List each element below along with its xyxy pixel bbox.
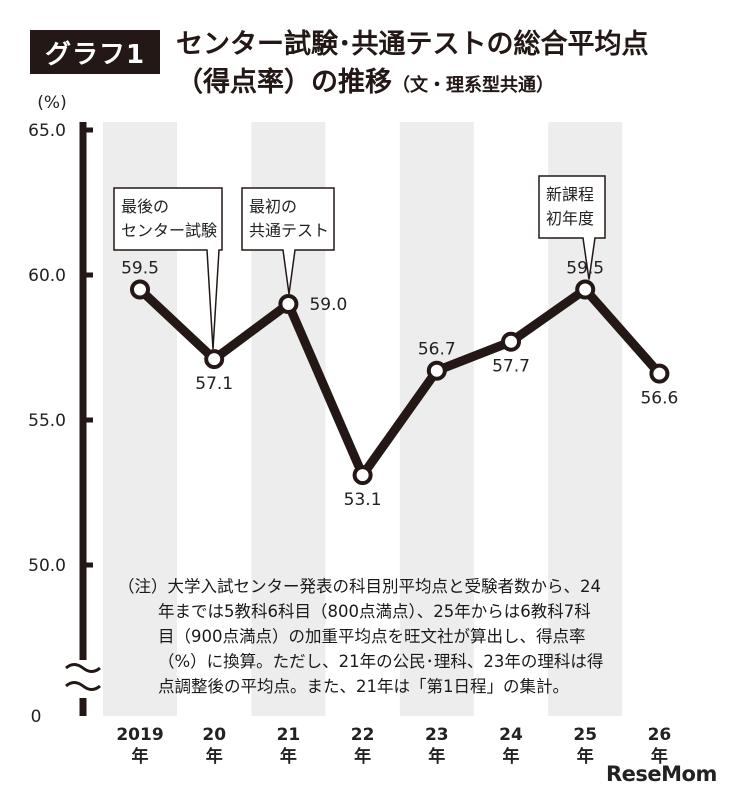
data-point — [426, 360, 447, 381]
note-line: （注）大学入試センター発表の科目別平均点と受験者数から、24 — [118, 577, 601, 596]
chart-title: センター試験･共通テストの総合平均点 （得点率）の推移（文・理系型共通） — [176, 26, 736, 105]
data-label: 59.5 — [566, 259, 604, 279]
x-tick-label-unit: 年 — [280, 746, 297, 767]
callout-box — [113, 187, 223, 350]
y-tick-label: 65.0 — [28, 121, 66, 141]
x-tick-label-year: 24 — [499, 725, 523, 745]
note-line: 年までは5教科6科目（800点満点）、25年からは6教科7科 — [158, 602, 591, 621]
x-tick-label-unit: 年 — [577, 746, 594, 767]
data-label: 53.1 — [344, 490, 382, 510]
callout-text: 新課程 — [546, 185, 594, 204]
y-tick-label: 55.0 — [28, 411, 66, 431]
data-point — [575, 279, 596, 300]
chart-title-line1: センター試験･共通テストの総合平均点 — [176, 29, 649, 60]
graph-number-badge: グラフ1 — [30, 30, 160, 74]
y-zero-label: 0 — [31, 707, 42, 727]
x-tick-label-unit: 年 — [428, 746, 445, 767]
data-label: 56.7 — [418, 340, 456, 360]
data-label: 57.7 — [492, 357, 530, 377]
axis-break-mark — [65, 681, 101, 691]
callout-text: 初年度 — [546, 209, 594, 228]
note-line: 目（900点満点）の加重平均点を旺文社が算出し、得点率 — [158, 627, 586, 646]
x-tick-label-unit: 年 — [651, 746, 668, 767]
note-line: 点調整後の平均点。また、21年は「第1日程」の集計。 — [158, 677, 569, 696]
category-band — [399, 122, 474, 716]
data-label: 56.6 — [640, 389, 678, 409]
callout-text: 最初の — [249, 197, 297, 216]
chart-title-line2-main: （得点率）の推移 — [176, 67, 392, 98]
y-axis-label: (%) — [37, 93, 66, 113]
callout-text: センター試験 — [121, 221, 217, 240]
data-point — [130, 279, 150, 300]
callout-text: 共通テスト — [249, 221, 329, 240]
data-point — [352, 465, 373, 486]
chart-note: （注）大学入試センター発表の科目別平均点と受験者数から、24 年までは5教科6科… — [118, 574, 678, 699]
note-line: （%）に換算。ただし、21年の公民･理科、23年の理科は得 — [158, 652, 604, 671]
x-tick-label-year: 21 — [277, 725, 301, 745]
x-tick-label-unit: 年 — [503, 746, 520, 767]
data-point — [649, 363, 670, 384]
y-tick-label: 50.0 — [28, 556, 66, 576]
callout-box — [538, 175, 606, 280]
data-point — [278, 294, 299, 314]
x-tick-label-year: 2019 — [116, 725, 163, 745]
chart-title-line2: （得点率）の推移（文・理系型共通） — [176, 64, 736, 105]
x-tick-label-year: 22 — [351, 725, 375, 745]
x-tick-label-unit: 年 — [132, 746, 149, 767]
axis-break-mark — [65, 663, 101, 673]
data-point — [204, 349, 225, 370]
data-label: 57.1 — [195, 374, 233, 394]
series-line — [135, 285, 664, 480]
data-point — [501, 331, 521, 352]
callout-text: 最後の — [121, 197, 169, 216]
x-tick-label-year: 20 — [202, 725, 226, 745]
x-tick-label-unit: 年 — [206, 746, 223, 767]
x-tick-label-year: 25 — [573, 725, 597, 745]
x-tick-label-year: 26 — [648, 725, 672, 745]
x-tick-label-year: 23 — [425, 725, 449, 745]
x-tick-label-unit: 年 — [354, 746, 371, 767]
chart-title-subtitle: （文・理系型共通） — [392, 75, 554, 96]
callout-box — [241, 187, 335, 295]
data-label: 59.5 — [121, 259, 159, 279]
resemom-logo: ReseMom — [606, 762, 717, 786]
y-tick-label: 60.0 — [28, 266, 66, 286]
data-label: 59.0 — [309, 295, 347, 315]
